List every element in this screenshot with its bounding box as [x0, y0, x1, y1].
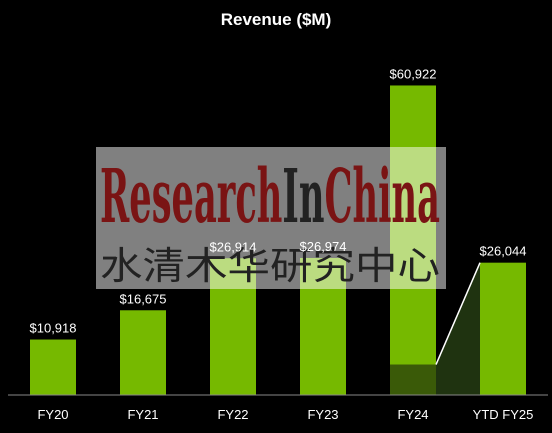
category-label: FY23 [307, 407, 338, 422]
watermark-cjk: 水清木华研究中心 [100, 244, 440, 288]
watermark-part-research: Research [100, 154, 282, 240]
svg-text:ResearchInChina: ResearchInChina [100, 154, 440, 240]
bar-fy24-dark-segment [390, 364, 436, 395]
value-label: $10,918 [30, 321, 77, 336]
bar-ytd-fy25 [480, 262, 526, 395]
bar-fy21 [120, 310, 166, 395]
watermark-part-in: In [282, 154, 324, 240]
category-label: FY21 [127, 407, 158, 422]
value-label: $26,974 [300, 239, 347, 254]
watermark-part-china: China [325, 154, 440, 240]
value-label: $26,914 [210, 239, 257, 254]
bar-fy20 [30, 339, 76, 395]
value-label: $26,044 [480, 244, 527, 259]
connector-area [436, 262, 480, 395]
connector-line [435, 262, 481, 365]
value-label: $60,922 [390, 66, 437, 81]
category-label: FY24 [397, 407, 428, 422]
category-label: FY20 [37, 407, 68, 422]
category-label: FY22 [217, 407, 248, 422]
value-labels-layer: $10,918 $16,675 $26,914 $26,974 $60,922 $26,0… [30, 66, 527, 335]
chart-title: Revenue ($M) [221, 10, 332, 29]
watermark-panel [96, 147, 446, 289]
watermark: ResearchInChina 水清木华研究中心 [96, 147, 446, 289]
category-labels-layer: FY20 FY21 FY22 FY23 FY24 YTD FY25 [37, 407, 533, 422]
value-label: $16,675 [120, 291, 167, 306]
category-label: YTD FY25 [473, 407, 534, 422]
